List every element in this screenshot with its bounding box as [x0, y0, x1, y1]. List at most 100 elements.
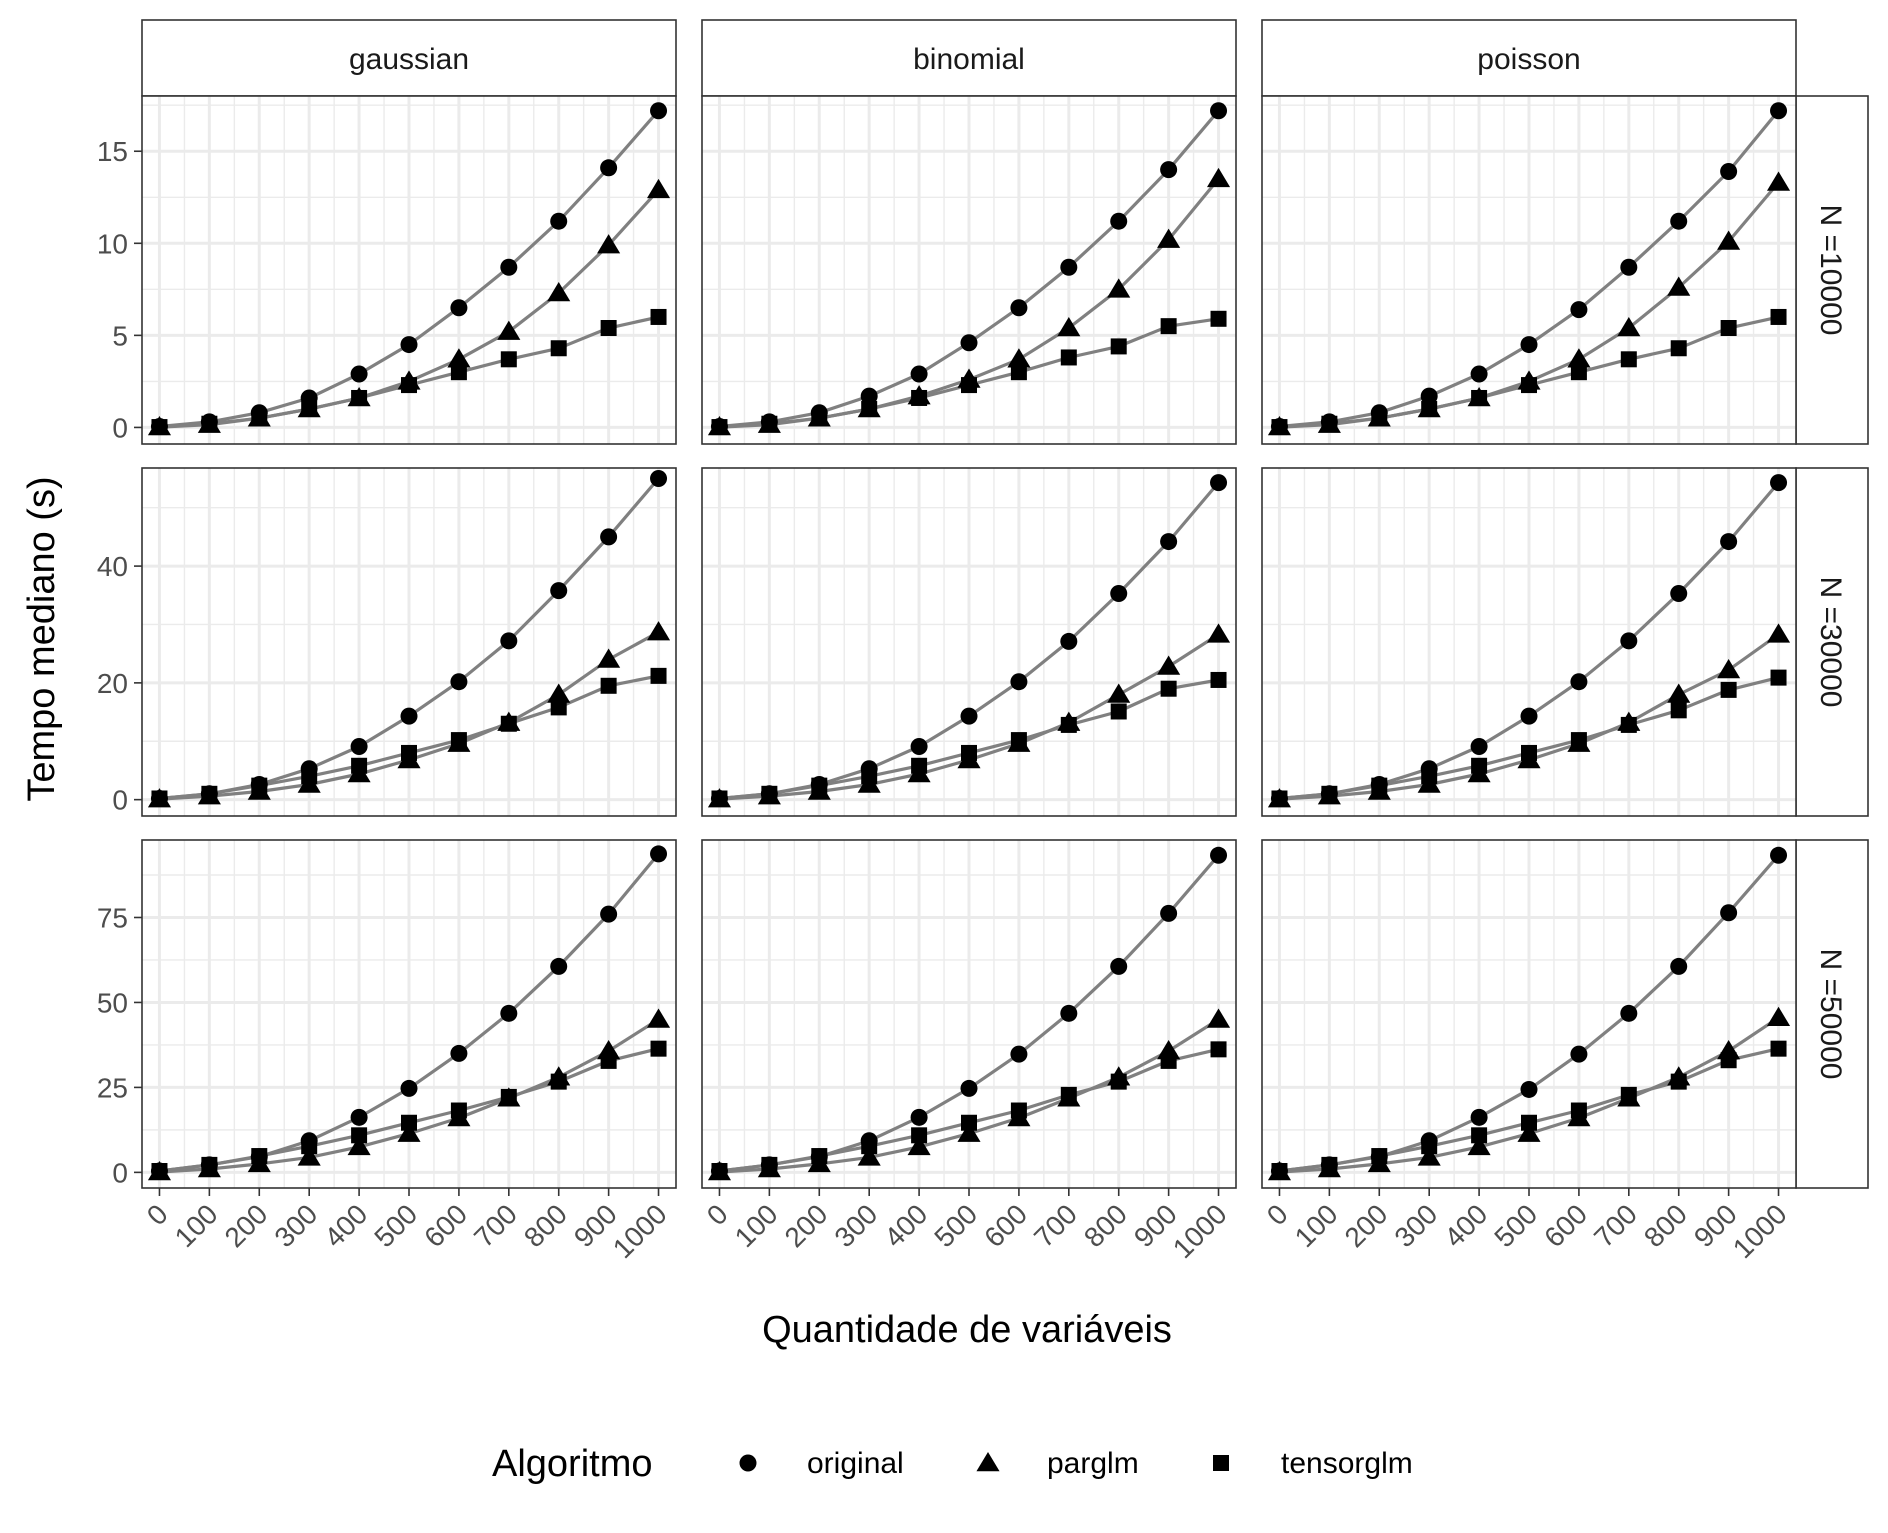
point-tensorglm — [1720, 681, 1737, 698]
point-original — [500, 258, 518, 276]
point-tensorglm — [500, 351, 517, 368]
point-tensorglm — [711, 790, 728, 807]
point-original — [1010, 299, 1028, 317]
row-strip-1: N =30000 — [1795, 467, 1869, 817]
point-parglm — [957, 1122, 981, 1142]
point-tensorglm — [450, 1102, 467, 1119]
point-original — [1060, 1004, 1078, 1022]
strip-box — [141, 19, 677, 97]
point-tensorglm — [500, 1088, 517, 1105]
point-tensorglm — [1570, 364, 1587, 381]
legend-label: tensorglm — [1281, 1447, 1413, 1480]
panel-border — [701, 467, 1237, 817]
point-original — [400, 1079, 418, 1097]
point-parglm — [1157, 655, 1181, 675]
point-original — [1470, 1108, 1488, 1126]
point-tensorglm — [1271, 790, 1288, 807]
point-original — [910, 365, 928, 383]
point-original — [1770, 846, 1788, 864]
point-original — [1010, 1045, 1028, 1063]
strip-label: binomial — [913, 43, 1025, 76]
point-tensorglm — [151, 1163, 168, 1180]
point-tensorglm — [151, 419, 168, 436]
point-original — [960, 334, 978, 352]
point-tensorglm — [550, 1073, 567, 1090]
point-original — [1720, 904, 1738, 922]
point-parglm — [1467, 1135, 1491, 1156]
point-tensorglm — [1160, 318, 1177, 335]
point-tensorglm — [761, 415, 778, 432]
row-strip-box — [1795, 467, 1869, 817]
point-original — [500, 1004, 518, 1022]
point-original — [1720, 162, 1738, 180]
point-original — [1770, 474, 1788, 492]
point-original — [550, 212, 568, 230]
panel-border — [141, 467, 677, 817]
point-original — [1520, 1080, 1538, 1098]
point-original — [1620, 1004, 1638, 1022]
point-parglm — [1667, 276, 1691, 296]
point-tensorglm — [1271, 419, 1288, 436]
point-tensorglm — [450, 732, 467, 749]
point-tensorglm — [1210, 310, 1227, 327]
point-tensorglm — [861, 1138, 878, 1155]
point-original — [1620, 632, 1638, 650]
point-tensorglm — [301, 1138, 318, 1155]
point-tensorglm — [201, 1156, 218, 1173]
point-tensorglm — [1720, 1052, 1737, 1069]
point-tensorglm — [811, 777, 828, 794]
point-original — [1420, 387, 1438, 405]
point-original — [1160, 161, 1178, 179]
row-strip-2: N =50000 — [1795, 839, 1869, 1189]
point-tensorglm — [1371, 410, 1388, 427]
point-tensorglm — [600, 677, 617, 694]
point-tensorglm — [550, 340, 567, 357]
legend-label: original — [807, 1447, 904, 1480]
point-tensorglm — [1471, 1127, 1488, 1144]
point-tensorglm — [1421, 1138, 1438, 1155]
point-original — [1670, 585, 1688, 603]
point-tensorglm — [1060, 716, 1077, 733]
point-tensorglm — [151, 790, 168, 807]
panel-gaussian-row-2 — [141, 839, 677, 1189]
point-original — [500, 632, 518, 650]
point-original — [1570, 1045, 1588, 1063]
point-tensorglm — [1620, 716, 1637, 733]
point-original — [1720, 533, 1738, 551]
row-strip-label: N =30000 — [1814, 577, 1847, 708]
y-tick-label: 0 — [112, 412, 128, 443]
point-tensorglm — [1321, 785, 1338, 802]
point-parglm — [1717, 659, 1741, 679]
panel-binomial-row-1 — [701, 467, 1237, 817]
point-tensorglm — [1770, 1040, 1787, 1057]
point-parglm — [646, 621, 671, 641]
panels-layer: gaussian binomial poisson N =10000 N =30000 N… — [97, 19, 1869, 1264]
point-original — [910, 1108, 928, 1126]
row-strip-label: N =50000 — [1814, 949, 1847, 1080]
row-strip-box — [1795, 95, 1869, 445]
panel-poisson-row-0 — [1261, 95, 1797, 445]
point-tensorglm — [911, 757, 928, 774]
point-original — [1160, 533, 1178, 551]
point-tensorglm — [1010, 732, 1027, 749]
strip-binomial: binomial — [701, 19, 1237, 97]
panel-border — [1261, 467, 1797, 817]
row-strip-0: N =10000 — [1795, 95, 1869, 445]
point-original — [1110, 957, 1128, 975]
point-parglm — [1417, 1146, 1441, 1166]
point-tensorglm — [861, 768, 878, 785]
legend-label: parglm — [1047, 1447, 1139, 1480]
legend-key-original — [739, 1454, 757, 1472]
point-original — [1520, 336, 1538, 354]
point-tensorglm — [351, 1127, 368, 1144]
point-original — [1770, 102, 1788, 120]
point-tensorglm — [1210, 671, 1227, 688]
point-original — [860, 387, 878, 405]
point-tensorglm — [1160, 1052, 1177, 1069]
point-tensorglm — [1471, 389, 1488, 406]
point-parglm — [347, 1135, 371, 1156]
legend-item-parglm: parglm — [976, 1447, 1139, 1480]
point-original — [550, 957, 568, 975]
point-tensorglm — [1670, 702, 1687, 719]
